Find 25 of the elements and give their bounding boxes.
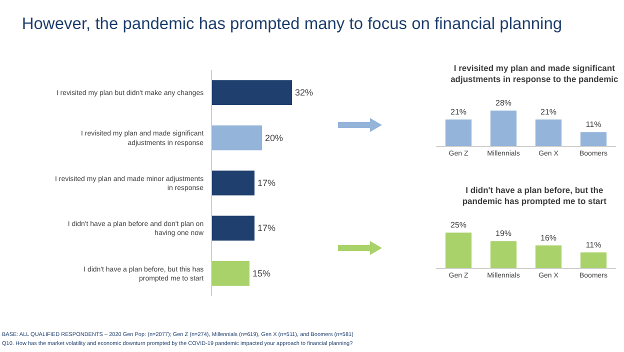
data-label: 32% [295, 88, 314, 98]
data-label: 19% [495, 229, 512, 238]
bar [490, 241, 517, 268]
chart-title: I didn't have a plan before, but the pandemic has prompted me to start [462, 184, 607, 206]
chart-title: I revisited my plan and made significant adjustments in response to the pandemic [450, 62, 619, 84]
data-label: 25% [450, 220, 467, 230]
data-label: 28% [495, 98, 512, 108]
bar [212, 80, 292, 106]
data-label: 21% [540, 107, 557, 116]
data-label: 11% [586, 240, 602, 250]
data-label: 17% [258, 178, 276, 188]
data-label: 11% [586, 120, 602, 130]
bar [445, 232, 472, 268]
data-label: 16% [540, 233, 557, 242]
data-label: 15% [252, 268, 271, 278]
bar [212, 170, 254, 196]
bar [212, 125, 262, 150]
bar [212, 216, 254, 241]
bar [580, 252, 607, 268]
data-label: 20% [265, 132, 284, 143]
bar [212, 260, 250, 286]
bar [535, 245, 562, 268]
chart-title: However, the pandemic has prompted many to focus on financial planning [22, 15, 562, 34]
data-label: 17% [258, 223, 276, 234]
data-label: 21% [450, 107, 467, 116]
